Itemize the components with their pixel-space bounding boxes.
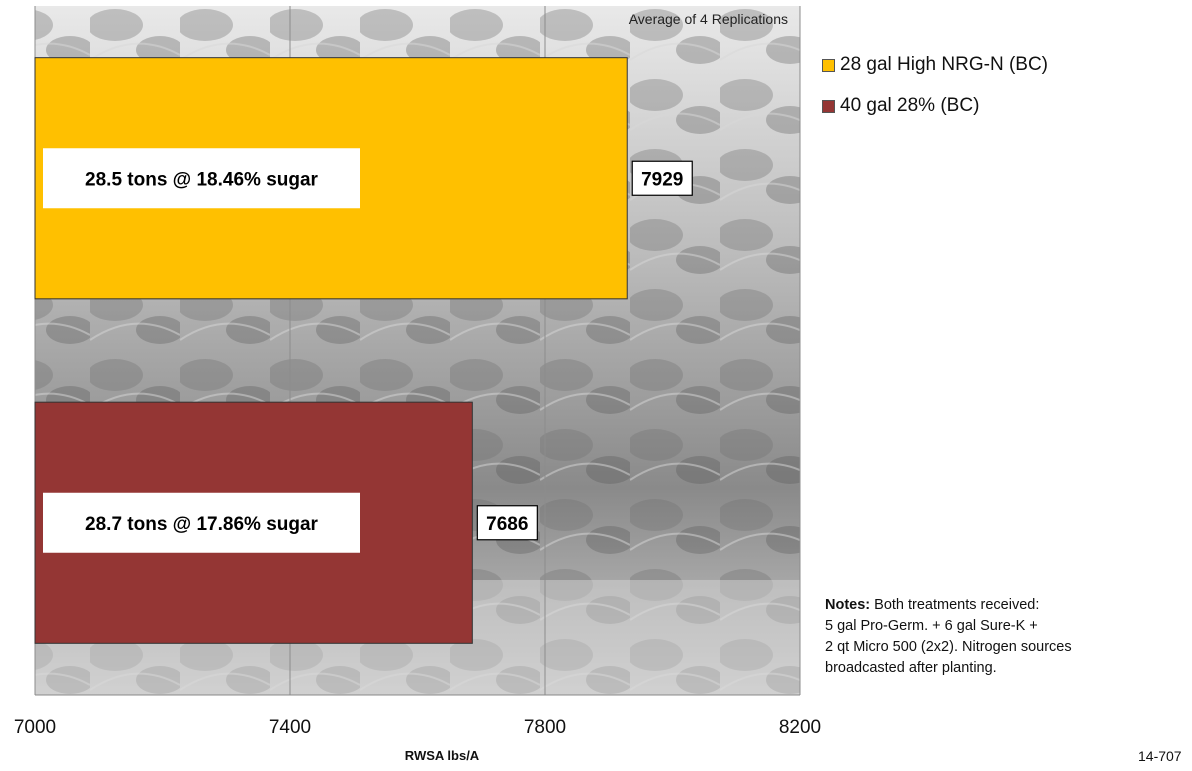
- x-axis: 7000 7400 7800 8200: [14, 694, 821, 738]
- notes: Notes: Both treatments received: 5 gal P…: [825, 595, 1155, 679]
- notes-text: Both treatments received:: [870, 597, 1040, 613]
- data-label: 7929: [641, 169, 683, 190]
- bar-note-box: [43, 492, 360, 553]
- x-axis-label: RWSA lbs/A: [405, 748, 480, 763]
- x-tick-label: 7400: [269, 717, 311, 738]
- data-label-box: [631, 160, 693, 196]
- legend-item: 28 gal High NRG-N (BC): [822, 52, 1048, 78]
- legend: 28 gal High NRG-N (BC) 40 gal 28% (BC): [822, 52, 1048, 134]
- x-tick-label: 7000: [14, 717, 56, 738]
- x-tick-label: 7800: [524, 717, 566, 738]
- x-tick-label: 8200: [779, 717, 821, 738]
- figure-id: 14-707: [1138, 748, 1182, 764]
- bar-note: 28.7 tons @ 17.86% sugar: [85, 514, 319, 535]
- legend-label: 28 gal High NRG-N (BC): [840, 54, 1048, 75]
- notes-label: Notes:: [825, 597, 871, 613]
- bar-note-box: [43, 148, 360, 209]
- chart-annotation: Average of 4 Replications: [629, 11, 788, 27]
- bar-note: 28.5 tons @ 18.46% sugar: [85, 169, 319, 190]
- data-label: 7686: [486, 514, 528, 535]
- legend-item: 40 gal 28% (BC): [822, 93, 1048, 119]
- notes-line: 2 qt Micro 500 (2x2). Nitrogen sources: [825, 639, 1072, 655]
- legend-label: 40 gal 28% (BC): [840, 95, 980, 116]
- notes-line: 5 gal Pro-Germ. + 6 gal Sure-K +: [825, 618, 1038, 634]
- legend-swatch: [822, 58, 835, 72]
- notes-line: broadcasted after planting.: [825, 660, 997, 676]
- data-label-box: [476, 505, 538, 541]
- bars: 28.5 tons @ 18.46% sugar 7929 28.7 tons @ …: [34, 57, 693, 644]
- legend-swatch: [822, 99, 835, 113]
